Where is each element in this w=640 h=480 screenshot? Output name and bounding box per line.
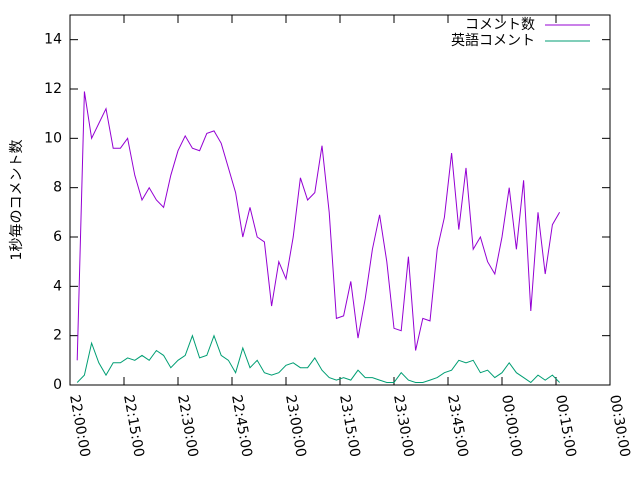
x-tick-label: 22:15:00 bbox=[120, 394, 147, 459]
plot-frame bbox=[69, 14, 611, 386]
x-tick-label: 00:00:00 bbox=[498, 394, 525, 459]
x-tick-label: 23:45:00 bbox=[444, 394, 471, 459]
x-tick-label: 22:45:00 bbox=[228, 394, 255, 459]
legend-label: 英語コメント bbox=[451, 32, 535, 49]
series-line bbox=[76, 91, 561, 361]
x-tick-label: 22:00:00 bbox=[66, 394, 93, 459]
y-tick-label: 14 bbox=[44, 32, 62, 48]
y-tick-label: 0 bbox=[53, 377, 62, 393]
y-tick-label: 10 bbox=[44, 130, 62, 146]
y-tick-label: 6 bbox=[53, 229, 62, 245]
series-line bbox=[76, 334, 560, 384]
x-tick-label: 00:15:00 bbox=[552, 394, 579, 459]
y-tick-label: 8 bbox=[53, 180, 62, 196]
y-tick-label: 12 bbox=[44, 81, 62, 97]
y-tick-label: 4 bbox=[53, 278, 62, 294]
y-tick-label: 2 bbox=[53, 328, 62, 344]
x-tick-label: 00:30:00 bbox=[606, 394, 633, 459]
x-tick-label: 23:30:00 bbox=[390, 394, 417, 459]
x-tick-label: 23:00:00 bbox=[282, 394, 309, 459]
legend-label: コメント数 bbox=[465, 17, 535, 33]
x-tick-label: 23:15:00 bbox=[336, 394, 363, 459]
y-axis-label: 1秒毎のコメント数 bbox=[9, 140, 25, 261]
x-tick-label: 22:30:00 bbox=[174, 394, 201, 459]
